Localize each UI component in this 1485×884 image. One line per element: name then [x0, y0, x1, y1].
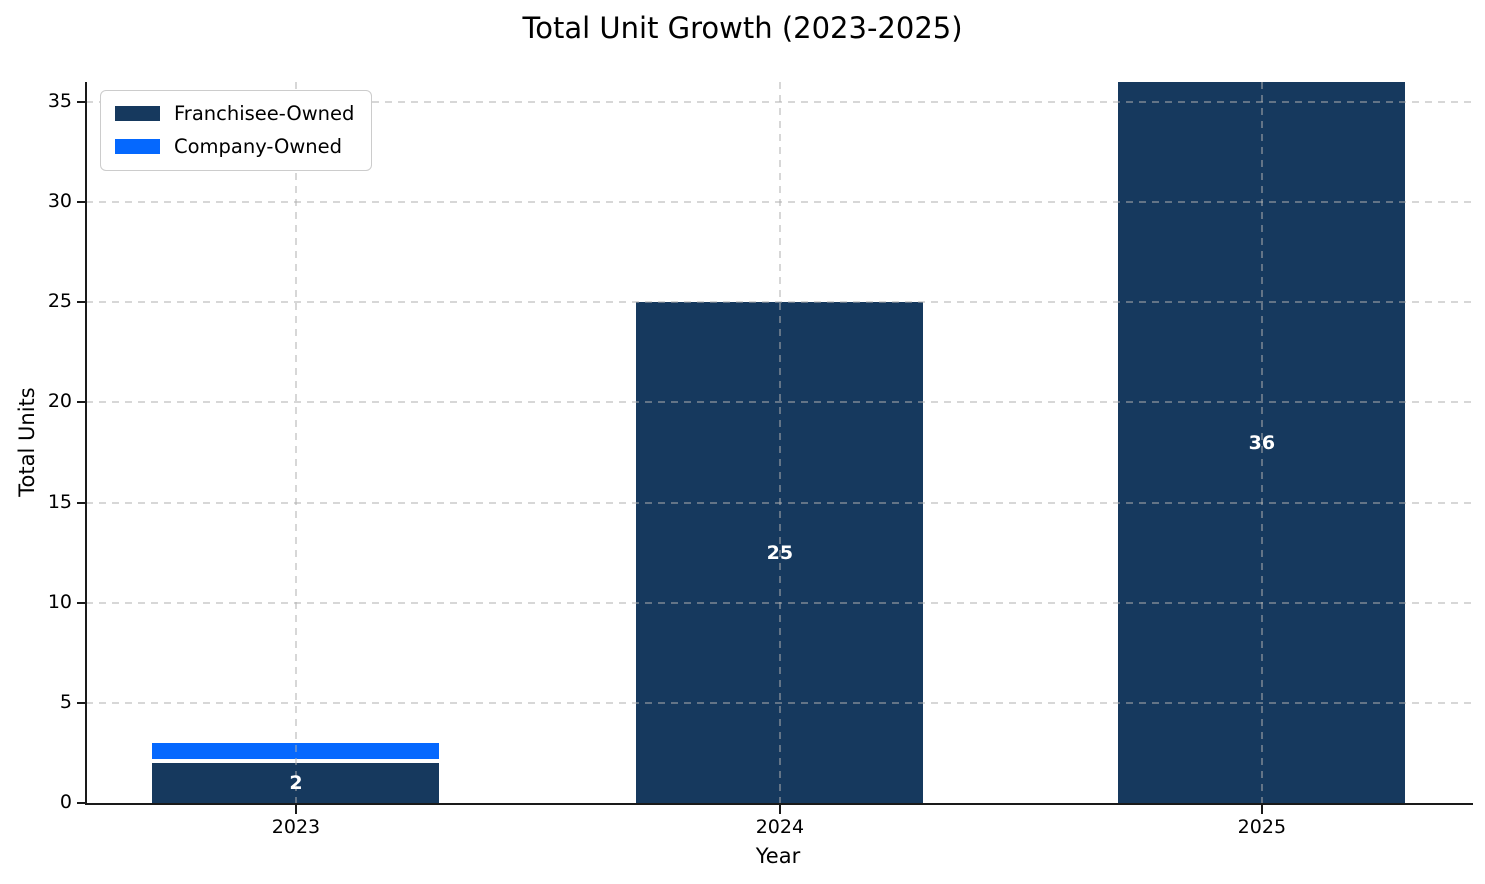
y-tick-mark [77, 401, 86, 404]
y-tick-label: 5 [59, 690, 72, 713]
x-tick-mark [778, 805, 781, 814]
gridline-horizontal [86, 701, 1471, 704]
y-tick-label: 15 [47, 490, 72, 513]
y-tick-mark [77, 802, 86, 804]
y-axis-spine [85, 82, 87, 805]
gridline-horizontal [86, 501, 1471, 504]
x-tick-label: 2025 [1237, 816, 1287, 838]
chart-title: Total Unit Growth (2023-2025) [522, 11, 963, 45]
x-tick-label: 2023 [271, 816, 321, 838]
bar-value-label-2025: 36 [1248, 431, 1276, 454]
gridline-vertical [294, 82, 297, 803]
y-tick-mark [77, 601, 86, 604]
y-tick-label: 30 [47, 190, 72, 213]
y-tick-mark [77, 701, 86, 704]
y-tick-mark [77, 201, 86, 204]
gridline-vertical [778, 82, 781, 803]
y-tick-label: 20 [47, 390, 72, 413]
y-tick-mark [77, 301, 86, 304]
bar-value-label-2023: 2 [289, 771, 303, 794]
gridline-horizontal [86, 401, 1471, 404]
bar-value-label-2024: 25 [766, 541, 794, 564]
x-tick-mark [294, 805, 297, 814]
x-tick-mark [1260, 805, 1263, 814]
gridline-horizontal [86, 101, 1471, 104]
legend-label-company: Company-Owned [174, 135, 343, 158]
y-tick-mark [77, 101, 86, 104]
x-axis-label: Year [755, 844, 801, 868]
y-tick-label: 25 [47, 290, 72, 313]
x-axis-spine [85, 803, 1473, 805]
y-tick-mark [77, 501, 86, 504]
gridline-vertical [1260, 82, 1263, 803]
legend-entry-franchisee: Franchisee-Owned [115, 102, 354, 125]
legend-swatch-1 [115, 139, 160, 154]
x-tick-label: 2024 [755, 816, 805, 838]
y-tick-label: 10 [47, 590, 72, 613]
legend: Franchisee-Owned Company-Owned [100, 90, 373, 171]
gridline-horizontal [86, 301, 1471, 304]
legend-swatch-0 [115, 106, 160, 121]
gridline-horizontal [86, 601, 1471, 604]
y-tick-label: 0 [59, 791, 72, 813]
gridline-horizontal [86, 201, 1471, 204]
y-tick-label: 35 [47, 90, 72, 113]
legend-label-franchisee: Franchisee-Owned [174, 102, 355, 125]
legend-entry-company: Company-Owned [115, 135, 354, 158]
